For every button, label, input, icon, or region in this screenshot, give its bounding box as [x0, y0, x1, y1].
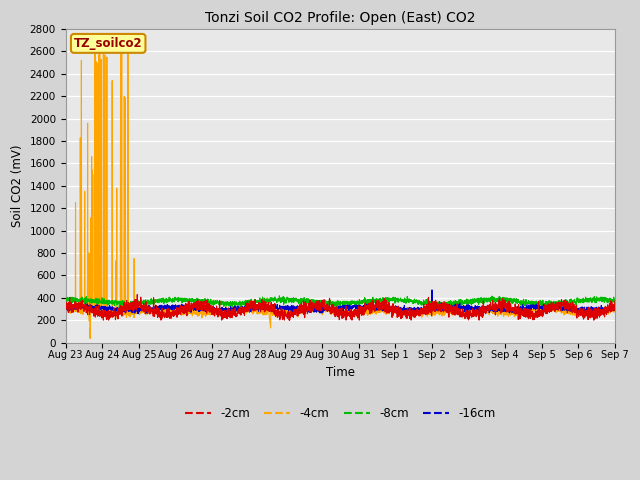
- Y-axis label: Soil CO2 (mV): Soil CO2 (mV): [11, 144, 24, 227]
- Legend: -2cm, -4cm, -8cm, -16cm: -2cm, -4cm, -8cm, -16cm: [180, 402, 500, 424]
- Title: Tonzi Soil CO2 Profile: Open (East) CO2: Tonzi Soil CO2 Profile: Open (East) CO2: [205, 11, 476, 25]
- X-axis label: Time: Time: [326, 366, 355, 379]
- Text: TZ_soilco2: TZ_soilco2: [74, 37, 143, 50]
